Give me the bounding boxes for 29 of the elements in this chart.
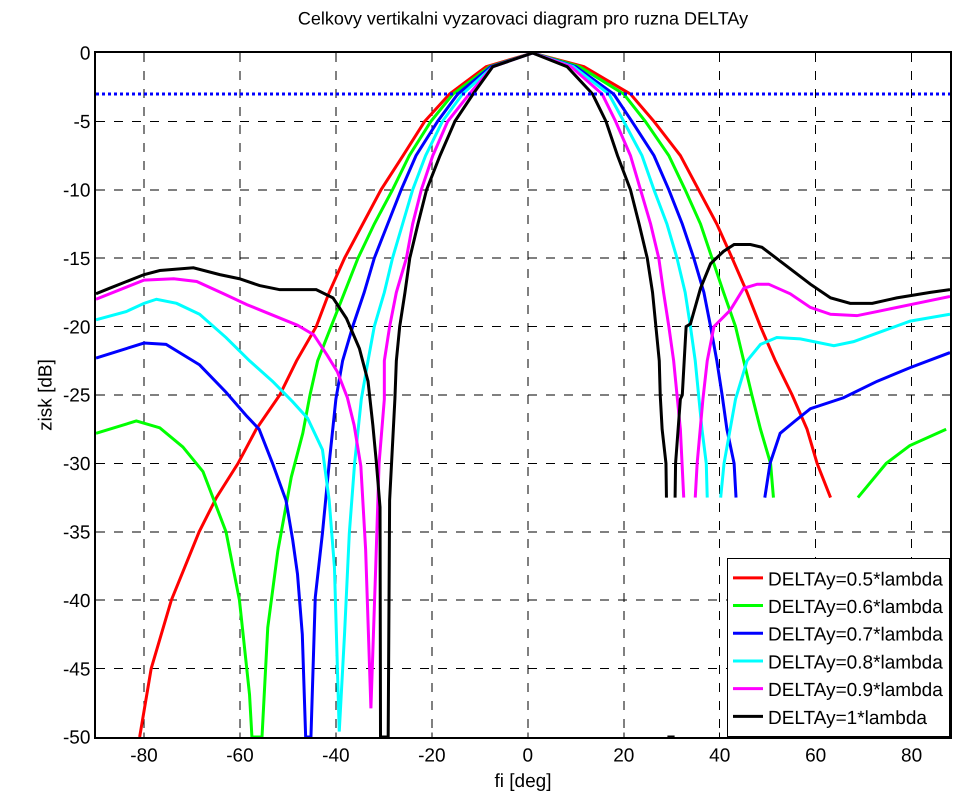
x-tick-label: -60: [226, 746, 254, 767]
x-tick-label: 60: [805, 746, 826, 767]
x-tick-label: -80: [130, 746, 158, 767]
legend-label: DELTAy=0.9*lambda: [768, 680, 944, 702]
y-tick-label: -5: [74, 112, 90, 134]
y-tick-label: -15: [62, 248, 90, 270]
chart-title: Celkovy vertikalni vyzarovaci diagram pro ruzna DELTAy: [298, 8, 748, 29]
x-tick-label: 0: [522, 746, 534, 767]
legend-label: DELTAy=0.8*lambda: [768, 652, 944, 674]
legend-label: DELTAy=0.5*lambda: [768, 569, 944, 590]
y-tick-label: -40: [62, 590, 90, 612]
legend-label: DELTAy=0.6*lambda: [768, 596, 944, 618]
x-axis-title: fi [deg]: [494, 770, 552, 792]
x-tick-label: -40: [322, 746, 350, 767]
legend-label: DELTAy=0.7*lambda: [768, 624, 944, 646]
x-tick-label: 80: [901, 746, 922, 767]
x-tick-label: -20: [418, 746, 446, 767]
y-axis-title: zisk [dB]: [35, 359, 56, 431]
y-tick-label: 0: [80, 44, 90, 65]
y-tick-label: -35: [62, 522, 90, 544]
x-tick-label: 20: [613, 746, 634, 767]
y-tick-label: -50: [62, 728, 90, 749]
y-tick-label: -20: [62, 317, 90, 338]
legend-label: DELTAy=1*lambda: [768, 708, 928, 729]
y-tick-label: -45: [62, 659, 90, 680]
y-tick-label: -30: [62, 454, 90, 476]
y-tick-label: -10: [62, 180, 90, 202]
x-tick-label: 40: [709, 746, 730, 767]
y-tick-label: -25: [62, 386, 90, 407]
